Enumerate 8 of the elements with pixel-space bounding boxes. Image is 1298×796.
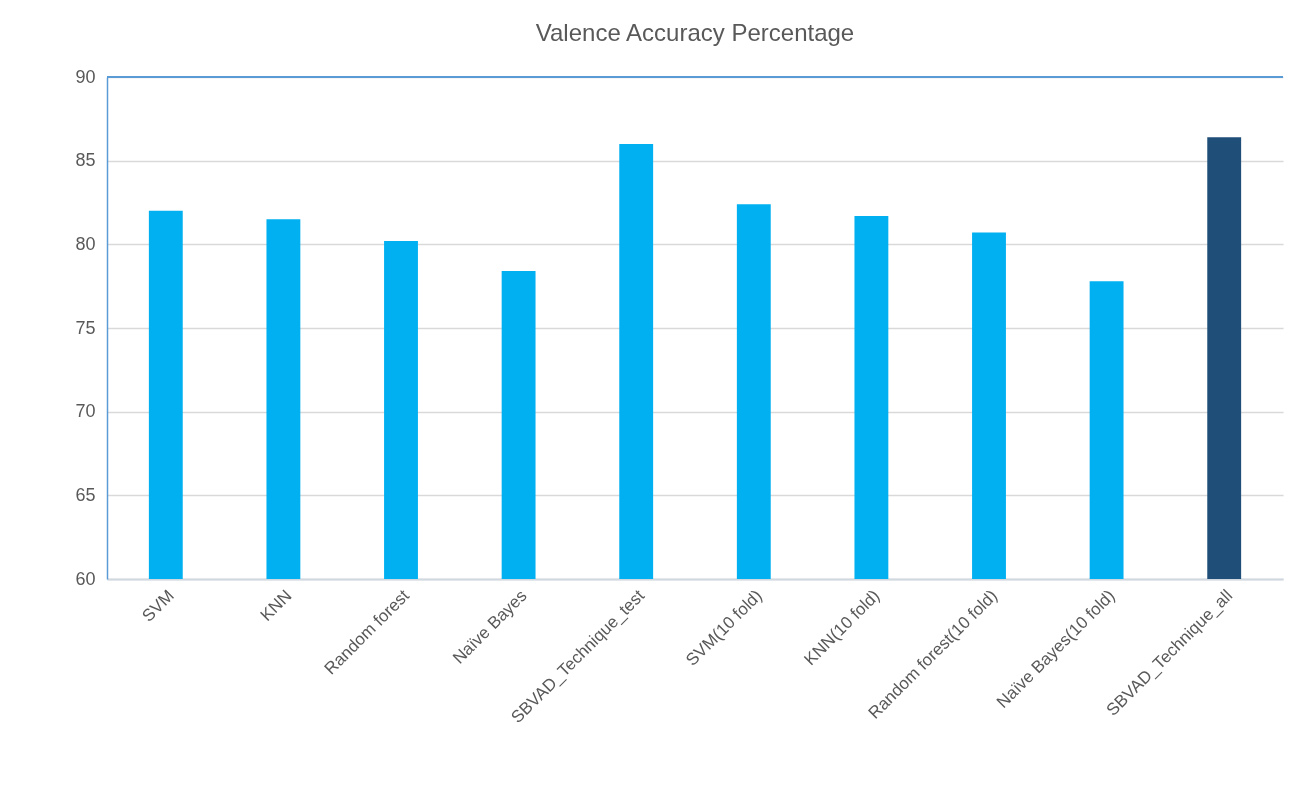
y-tick-label: 60 <box>75 568 96 589</box>
y-tick-label: 80 <box>75 233 96 254</box>
y-tick-label: 90 <box>75 66 96 87</box>
y-tick-label: 65 <box>75 484 96 505</box>
chart-title: Valence Accuracy Percentage <box>535 19 855 46</box>
y-tick-label: 75 <box>75 317 96 338</box>
y-tick-label: 85 <box>75 150 96 171</box>
y-tick-label: 70 <box>75 401 96 422</box>
